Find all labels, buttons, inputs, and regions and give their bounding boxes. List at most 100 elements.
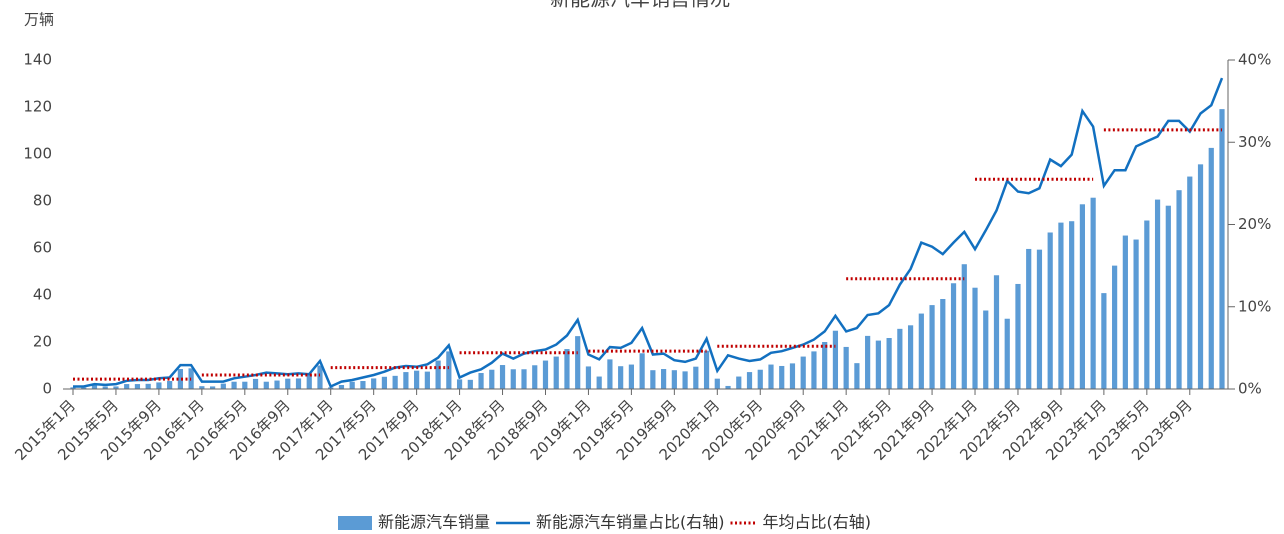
bar <box>832 330 839 389</box>
bar <box>639 353 645 389</box>
bar <box>446 351 452 389</box>
bar <box>1004 318 1010 389</box>
y-tick-label: 120 <box>23 98 52 116</box>
bar <box>1187 176 1193 389</box>
y2-tick-label: 0% <box>1238 380 1262 398</box>
y-axis-label: 万辆 <box>24 11 54 29</box>
bar <box>209 386 216 389</box>
bar <box>349 381 355 389</box>
y-tick-label: 140 <box>23 51 52 69</box>
bar <box>1047 232 1053 389</box>
bar <box>371 378 377 389</box>
bar <box>940 298 946 389</box>
bar <box>542 360 549 389</box>
bar <box>661 369 667 389</box>
bar <box>725 385 731 389</box>
bar <box>467 379 473 389</box>
bar <box>317 365 323 389</box>
bar <box>768 364 774 389</box>
bar <box>993 275 1000 389</box>
bar <box>1112 265 1118 389</box>
bar <box>231 381 237 389</box>
bar <box>532 365 538 389</box>
bar <box>650 370 656 389</box>
legend-label: 新能源汽车销量占比(右轴) <box>536 513 725 532</box>
bar <box>91 385 98 389</box>
bar <box>328 387 334 389</box>
bar <box>392 375 398 389</box>
y2-tick-label: 40% <box>1238 51 1271 69</box>
bar <box>252 378 259 389</box>
bar <box>70 387 76 389</box>
bar <box>897 328 903 389</box>
bar <box>167 381 173 389</box>
bar <box>134 384 141 389</box>
y2-tick-label: 10% <box>1238 297 1271 315</box>
bar <box>757 369 763 389</box>
legend-label: 年均占比(右轴) <box>763 513 872 532</box>
bar <box>124 384 130 389</box>
bar <box>274 380 280 389</box>
bar <box>145 383 151 389</box>
bar <box>510 369 516 389</box>
bar <box>779 365 785 389</box>
bar <box>585 366 592 389</box>
bar <box>822 342 828 389</box>
bar <box>575 336 581 389</box>
bar <box>242 381 248 389</box>
bar <box>564 349 570 389</box>
bar <box>628 364 634 389</box>
bar <box>1122 235 1128 389</box>
bar <box>1079 204 1086 389</box>
bar <box>177 369 183 389</box>
y2-tick-label: 30% <box>1238 133 1271 151</box>
bar <box>736 376 742 389</box>
y-tick-label: 80 <box>33 192 52 210</box>
bar <box>156 382 162 389</box>
bar <box>671 370 677 389</box>
bar <box>1101 293 1107 389</box>
bar <box>199 386 205 389</box>
bar <box>424 371 430 389</box>
bar <box>875 340 881 389</box>
bar <box>886 338 892 389</box>
bar <box>1058 222 1064 389</box>
share-line <box>73 77 1224 389</box>
bar <box>1165 205 1171 389</box>
bar <box>1208 147 1214 389</box>
bar <box>950 283 957 389</box>
bar <box>456 379 463 389</box>
bar <box>295 378 302 389</box>
bar <box>811 351 817 389</box>
bar <box>800 356 806 389</box>
y-tick-label: 20 <box>33 333 52 351</box>
bar <box>596 376 602 389</box>
bar <box>435 360 441 389</box>
bar <box>682 371 688 389</box>
bar <box>961 264 967 389</box>
bar <box>1133 239 1139 389</box>
bar <box>113 386 119 389</box>
bar <box>220 383 226 389</box>
bar <box>983 310 989 389</box>
bar <box>1176 190 1182 389</box>
bar <box>478 373 484 389</box>
bar <box>360 381 366 389</box>
chart-title: 新能源汽车销售情况 <box>550 0 730 11</box>
y-tick-label: 40 <box>33 286 52 304</box>
bar <box>1036 249 1043 389</box>
bar <box>1197 164 1204 389</box>
bar <box>285 378 291 389</box>
bar <box>929 305 935 389</box>
bar <box>306 375 312 389</box>
bar <box>102 386 108 389</box>
bar <box>1219 109 1225 390</box>
bar <box>972 287 978 389</box>
bar <box>403 372 409 389</box>
y2-tick-label: 20% <box>1238 215 1271 233</box>
y-tick-label: 0 <box>42 380 52 398</box>
bar <box>693 366 699 389</box>
bar <box>1015 283 1021 389</box>
bar <box>618 366 624 389</box>
